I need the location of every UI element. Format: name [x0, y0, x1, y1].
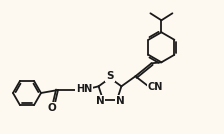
Text: O: O: [48, 103, 56, 113]
Text: S: S: [106, 71, 114, 81]
Text: N: N: [96, 96, 104, 106]
Text: HN: HN: [76, 84, 92, 94]
Text: CN: CN: [148, 82, 163, 92]
Text: N: N: [116, 96, 124, 106]
